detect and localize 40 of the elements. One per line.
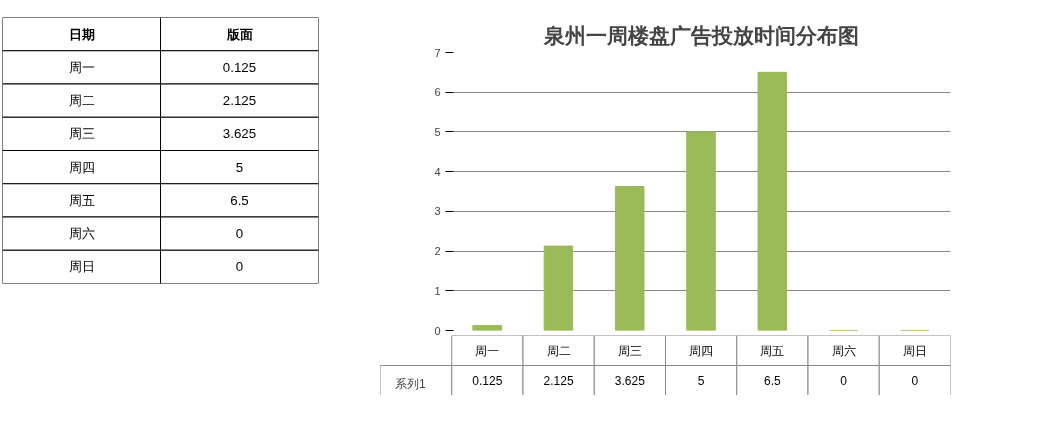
y-tick-label: 2 (434, 245, 441, 258)
x-tick-label: 周四 (689, 343, 714, 358)
y-tick-label: 4 (434, 165, 441, 178)
category-label: 周六 (68, 226, 95, 242)
data-label: 3.625 (614, 374, 646, 388)
data-label: 5 (235, 159, 244, 175)
category-label: 周四 (68, 159, 95, 175)
data-label: 6.5 (230, 192, 249, 208)
chart-title: 泉州一周楼盘广告投放时间分布图 (542, 22, 859, 48)
data-label: 0 (235, 259, 244, 275)
category-label: 周二 (68, 93, 95, 109)
y-tick-label: 0 (434, 324, 441, 337)
y-tick-label: 3 (434, 205, 441, 218)
x-tick-label: 周一 (475, 343, 500, 358)
category-label: 周一 (68, 59, 95, 75)
x-tick-label: 周三 (617, 343, 642, 358)
x-tick-label: 周五 (760, 343, 785, 358)
x-tick-label: 周日 (902, 343, 927, 358)
x-tick-label: 周六 (831, 343, 856, 358)
category-label: 周五 (68, 192, 95, 208)
data-label: 2.125 (543, 374, 574, 388)
data-label: 0.125 (222, 59, 257, 75)
x-tick-label: 周二 (546, 343, 571, 358)
category-label: 周日 (68, 259, 95, 275)
y-tick-label: 5 (434, 125, 441, 138)
y-tick-label: 6 (434, 86, 441, 99)
data-label: 0 (840, 374, 848, 388)
text: 日期 (68, 26, 95, 42)
text: 版面 (225, 26, 253, 42)
category-label: 周三 (68, 126, 95, 142)
data-label: 6.5 (764, 374, 782, 388)
data-label: 0 (911, 374, 919, 388)
y-tick-label: 1 (434, 284, 441, 297)
data-label: 0.125 (472, 374, 503, 388)
data-label: 3.625 (222, 126, 257, 142)
data-label: 5 (697, 374, 705, 388)
data-label: 0 (235, 226, 244, 242)
data-label: 2.125 (222, 93, 257, 109)
y-tick-label: 7 (434, 46, 441, 59)
text: 系列1 (395, 376, 426, 393)
